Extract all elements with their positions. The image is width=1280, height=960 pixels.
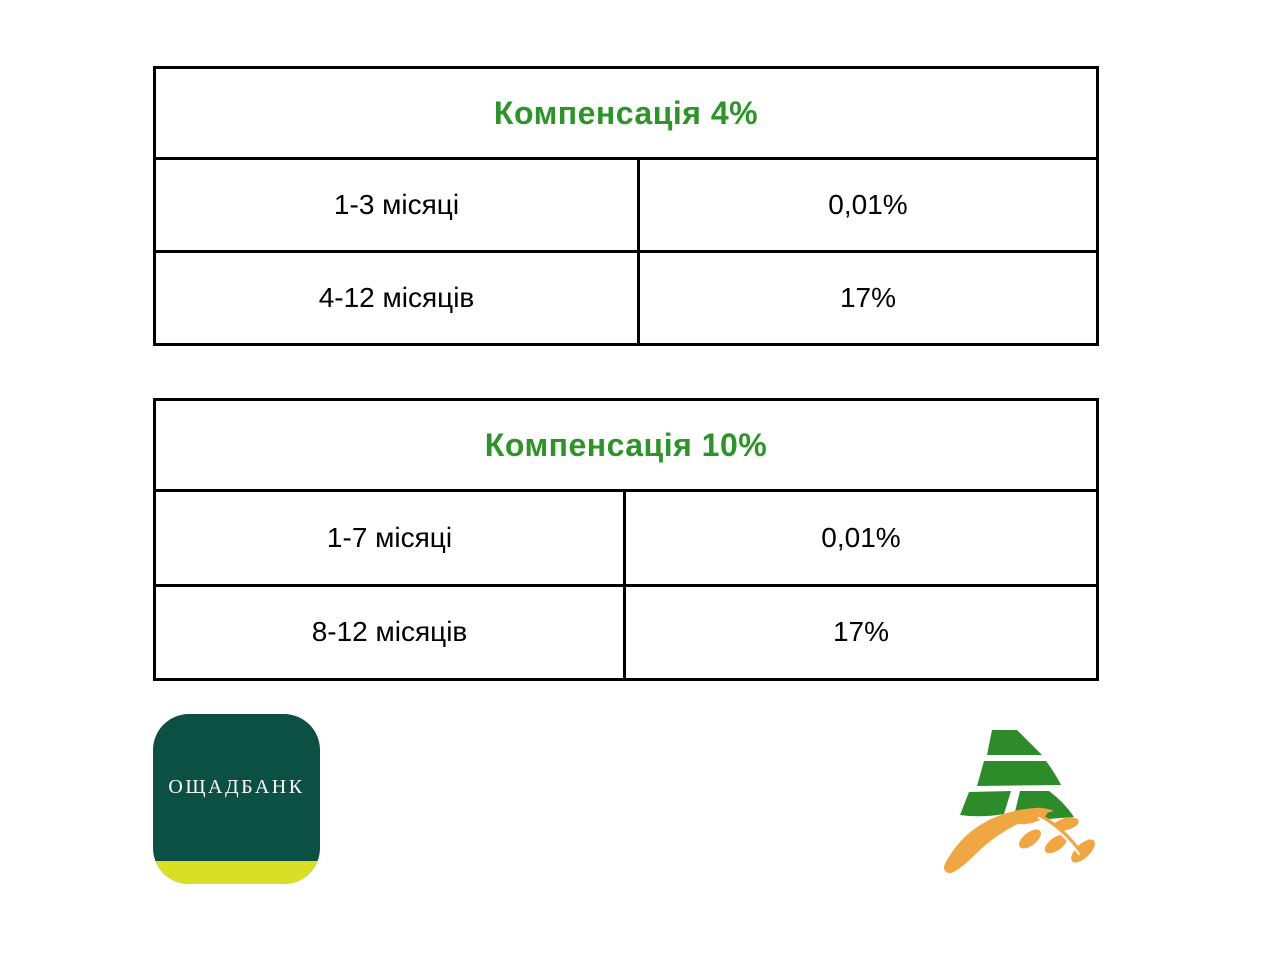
rate-cell: 0,01%: [828, 189, 908, 220]
band-middle: [977, 761, 1061, 786]
compensation-10-table: Компенсація 10% 1-7 місяці 0,01% 8-12 мі…: [153, 398, 1099, 681]
compensation-10-title: Компенсація 10%: [484, 426, 768, 463]
wheat-grain: [1044, 834, 1068, 854]
agro-wheat-swoosh: [944, 807, 1095, 874]
table-row: 4-12 місяців 17%: [156, 250, 1096, 343]
rate-cell: 17%: [839, 282, 897, 313]
rate-cell: 0,01%: [821, 521, 901, 553]
period-cell: 1-3 місяці: [156, 160, 640, 250]
rate-cell: 17%: [832, 616, 890, 648]
period-cell: 1-7 місяці: [156, 492, 626, 584]
agro-wheat-logo-icon: [944, 730, 1095, 874]
wheat-grain: [1014, 807, 1048, 825]
period-cell: 8-12 місяців: [156, 586, 626, 678]
compensation-10-header-row: Компенсація 10%: [156, 401, 1096, 492]
compensation-4-header-row: Компенсація 4%: [156, 69, 1096, 160]
band-top: [987, 730, 1042, 755]
table-row: 1-7 місяці 0,01%: [156, 492, 1096, 584]
band-bottom-left: [960, 791, 1011, 817]
oschadbank-wordmark: ОЩАДБАНК: [168, 776, 305, 798]
oschadbank-yellow-stripe: [153, 861, 320, 884]
table-row: 1-3 місяці 0,01%: [156, 160, 1096, 250]
period-cell: 4-12 місяців: [156, 253, 640, 343]
oschadbank-logo: ОЩАДБАНК: [153, 714, 320, 884]
compensation-4-table: Компенсація 4% 1-3 місяці 0,01% 4-12 міс…: [153, 66, 1099, 346]
stem-highlight: [1038, 817, 1080, 855]
compensation-4-title: Компенсація 4%: [493, 94, 759, 131]
agro-green-bands: [960, 730, 1074, 820]
wheat-grain: [1071, 839, 1095, 863]
table-row: 8-12 місяців 17%: [156, 583, 1096, 678]
swoosh: [944, 807, 1054, 874]
wheat-grain: [1019, 829, 1041, 849]
wheat-grain: [1053, 817, 1079, 831]
